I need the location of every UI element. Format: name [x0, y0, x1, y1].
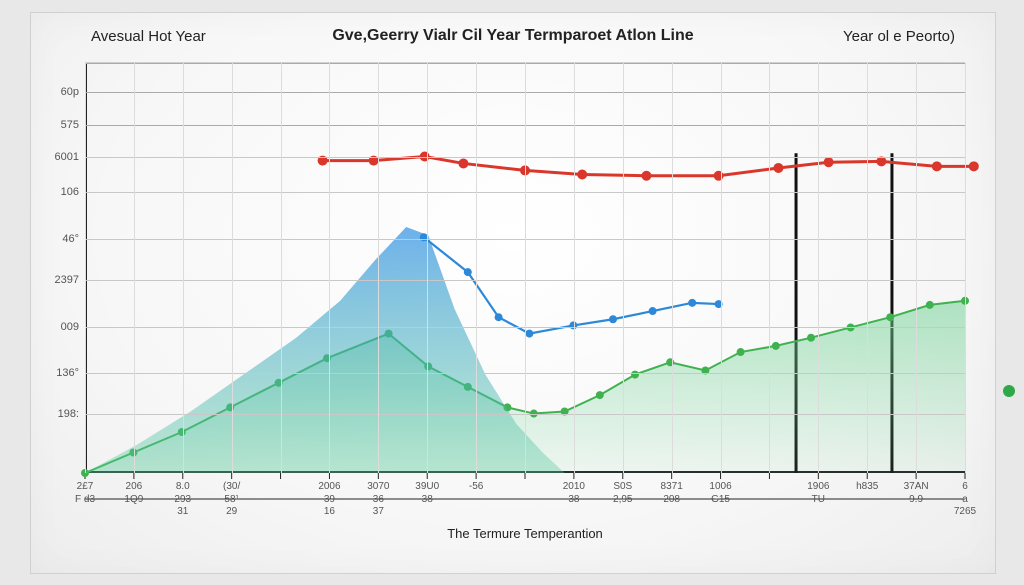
- header-right: Year ol e Peorto): [843, 28, 955, 45]
- blue-marker: [464, 268, 472, 276]
- red-marker: [969, 161, 979, 171]
- gridline-v: [378, 63, 379, 473]
- gridline-v: [232, 63, 233, 473]
- gridline-v: [965, 63, 966, 473]
- plot-area: The Termure Temperantion 60p575600110646…: [85, 63, 965, 473]
- blue-area: [85, 227, 565, 473]
- x-tick-label: -56: [469, 481, 483, 494]
- y-tick-label: 60p: [33, 86, 79, 98]
- red-marker: [714, 171, 724, 181]
- x-tick-label: 6a 7265: [954, 481, 976, 519]
- red-marker: [876, 156, 886, 166]
- blue-marker: [688, 299, 696, 307]
- red-marker: [577, 170, 587, 180]
- x-tick-label: 37AN9.9: [904, 481, 929, 506]
- gridline-v: [672, 63, 673, 473]
- red-marker: [641, 171, 651, 181]
- gridline-v: [916, 63, 917, 473]
- red-marker: [824, 157, 834, 167]
- y-tick-label: 575: [33, 119, 79, 131]
- y-tick-label: 009: [33, 321, 79, 333]
- gridline-v: [867, 63, 868, 473]
- gridline-v: [183, 63, 184, 473]
- gridline-v: [818, 63, 819, 473]
- x-tick-label: 20063916: [318, 481, 340, 519]
- green-marker: [666, 358, 674, 366]
- blue-marker: [609, 315, 617, 323]
- x-tick-label: h835: [856, 481, 878, 494]
- blue-line: [424, 237, 719, 333]
- green-marker: [737, 348, 745, 356]
- red-marker: [773, 163, 783, 173]
- red-marker: [932, 161, 942, 171]
- x-tick-label: 201038: [563, 481, 585, 506]
- gridline-v: [281, 63, 282, 473]
- gridline-v: [329, 63, 330, 473]
- gridline-v: [574, 63, 575, 473]
- blue-marker: [495, 313, 503, 321]
- green-dot-icon: [1003, 385, 1015, 397]
- x-axis-label: The Termure Temperantion: [85, 526, 965, 541]
- green-marker: [596, 391, 604, 399]
- x-tick-label: 8.029331: [174, 481, 191, 519]
- gridline-v: [721, 63, 722, 473]
- x-tick-label: 1906TU: [807, 481, 829, 506]
- gridline-v: [623, 63, 624, 473]
- y-tick-label: 6001: [33, 151, 79, 163]
- y-tick-label: 2397: [33, 274, 79, 286]
- y-tick-label: 198:: [33, 408, 79, 420]
- gridline-v: [476, 63, 477, 473]
- x-tick-label: S0S2,95: [613, 481, 632, 506]
- green-marker: [631, 371, 639, 379]
- gridline-v: [769, 63, 770, 473]
- x-tick-label: 30703637: [367, 481, 389, 519]
- chart-headers: Avesual Hot Year Gve,Geerry Vialr Cil Ye…: [31, 21, 995, 51]
- x-tick-label: 2£7F d3: [75, 481, 95, 506]
- green-marker: [886, 313, 894, 321]
- green-marker: [926, 301, 934, 309]
- x-tick-label: 1006G15: [709, 481, 731, 506]
- blue-marker: [649, 307, 657, 315]
- x-tick-label: (30/58¹29: [223, 481, 240, 519]
- gridline-v: [134, 63, 135, 473]
- y-tick-label: 46°: [33, 233, 79, 245]
- green-marker: [772, 342, 780, 350]
- gridline-v: [85, 63, 86, 473]
- chart-container: Avesual Hot Year Gve,Geerry Vialr Cil Ye…: [30, 12, 996, 574]
- y-tick-label: 136°: [33, 367, 79, 379]
- x-tick-label: 2061Q9: [124, 481, 143, 506]
- gridline-v: [427, 63, 428, 473]
- gridline-v: [525, 63, 526, 473]
- blue-marker: [525, 330, 533, 338]
- x-tick-label: 39U038: [415, 481, 439, 506]
- x-tick-label: 8371208: [661, 481, 683, 506]
- y-tick-label: 106: [33, 186, 79, 198]
- red-marker: [458, 158, 468, 168]
- green-marker: [807, 334, 815, 342]
